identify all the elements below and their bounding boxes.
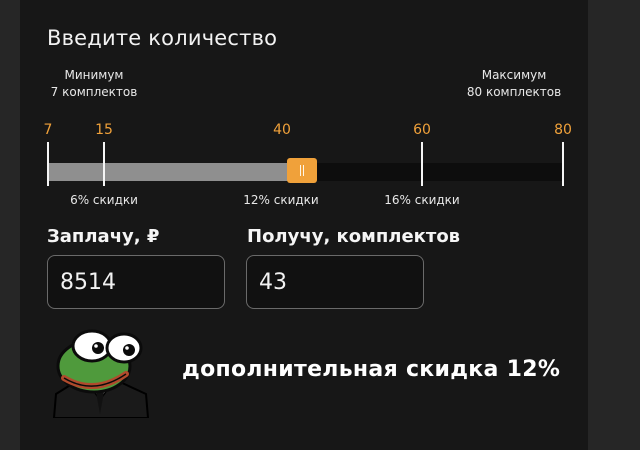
tick-label-7: 7 (43, 122, 53, 138)
discount-label-6: 6% скидки (70, 193, 138, 207)
tick-label-80: 80 (554, 122, 572, 138)
quantity-slider-thumb[interactable] (286, 158, 317, 183)
min-limit-value: 7 комплектов (50, 85, 138, 99)
pay-input[interactable]: 8514 (47, 255, 225, 309)
promo-discount-text: дополнительная скидка 12% (182, 357, 561, 382)
tick-mark-60 (421, 142, 423, 186)
grip-line (299, 165, 301, 176)
max-limit: Максимум 80 комплектов (461, 67, 567, 101)
grip-line (302, 165, 304, 176)
tick-mark-7 (47, 142, 49, 186)
get-label: Получу, комплектов (247, 226, 461, 247)
quantity-input[interactable]: 43 (246, 255, 424, 309)
frog-mascot-icon (52, 329, 150, 418)
tick-label-40: 40 (273, 122, 291, 138)
pay-label: Заплачу, ₽ (47, 226, 160, 247)
tick-label-15: 15 (95, 122, 113, 138)
page-title: Введите количество (47, 26, 278, 50)
tick-label-60: 60 (413, 122, 431, 138)
tick-mark-15 (103, 142, 105, 186)
tick-mark-80 (562, 142, 564, 186)
discount-label-16: 16% скидки (384, 193, 460, 207)
max-limit-label: Максимум (481, 68, 547, 82)
quantity-slider-fill (47, 163, 302, 181)
max-limit-value: 80 комплектов (466, 85, 562, 99)
min-limit: Минимум 7 комплектов (44, 67, 144, 101)
discount-label-12: 12% скидки (243, 193, 319, 207)
min-limit-label: Минимум (64, 68, 124, 82)
